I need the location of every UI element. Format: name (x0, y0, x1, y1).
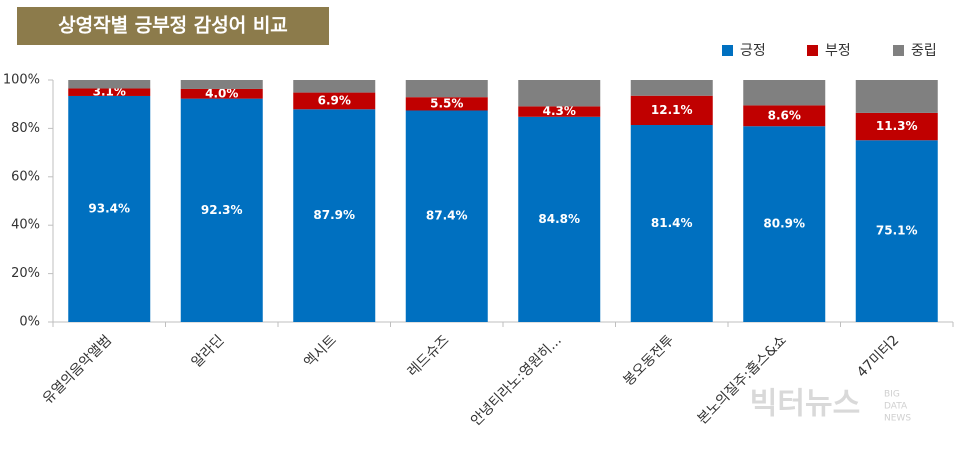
data-label: 6.9% (318, 93, 351, 107)
bar-segment (743, 105, 826, 127)
bar-segment (180, 88, 263, 99)
watermark-sub: DATA (884, 402, 908, 412)
y-tick-label: 80% (11, 121, 40, 136)
data-label: 4.3% (543, 104, 576, 118)
bar-segment (855, 80, 938, 113)
bar-segment (180, 80, 263, 89)
data-label: 75.1% (876, 224, 918, 238)
data-label: 12.1% (651, 103, 693, 117)
legend-label: 긍정 (740, 43, 766, 59)
bar-segment (743, 80, 826, 106)
legend-swatch (807, 45, 818, 56)
bar-segment (518, 116, 601, 322)
y-tick-label: 0% (19, 315, 40, 330)
bar-segment (518, 80, 601, 107)
bar-segment (630, 95, 713, 126)
legend-swatch (722, 45, 733, 56)
x-tick-label: 봉오동전투 (621, 332, 678, 389)
data-label: 92.3% (201, 203, 243, 217)
data-label: 93.4% (88, 201, 130, 215)
legend-swatch (893, 45, 904, 56)
data-label: 4.0% (205, 86, 238, 100)
bar-segment (743, 126, 826, 322)
x-tick-label: 알라딘 (189, 332, 228, 371)
title-box (17, 7, 329, 45)
x-tick-label: 엑시트 (301, 332, 340, 371)
bar-segment (180, 98, 263, 322)
bar-segment (68, 80, 151, 89)
bar-segment (293, 80, 376, 93)
data-label: 11.3% (876, 119, 918, 133)
bar-segment (293, 109, 376, 322)
data-label: 87.4% (426, 209, 468, 223)
bar-segment (405, 110, 488, 322)
y-tick-label: 20% (11, 266, 40, 281)
y-tick-label: 100% (3, 73, 40, 88)
watermark-sub: BIG (884, 390, 900, 400)
bar-segment (630, 80, 713, 96)
x-tick-label: 안녕티라노:영원히... (468, 332, 565, 429)
bar-segment (518, 106, 601, 117)
data-label: 80.9% (763, 217, 805, 231)
bar-segment (405, 80, 488, 98)
data-label: 5.5% (430, 96, 463, 110)
data-label: 84.8% (538, 212, 580, 226)
watermark: 빅터뉴스 (750, 387, 860, 422)
x-tick-label: 유열의음악앨범 (40, 332, 115, 407)
watermark-sub: NEWS (884, 414, 911, 424)
data-label: 81.4% (651, 216, 693, 230)
bar-segment (68, 88, 151, 96)
bar-segment (855, 140, 938, 322)
bar-segment (405, 97, 488, 111)
legend-label: 중립 (911, 43, 937, 59)
chart-title: 상영작별 긍부정 감성어 비교 (58, 15, 288, 37)
data-label: 87.9% (313, 208, 355, 222)
x-tick-label: 47미터2 (854, 332, 902, 380)
legend-label: 부정 (825, 43, 851, 59)
bar-segment (68, 95, 151, 322)
data-label: 8.6% (768, 108, 801, 122)
bar-segment (293, 92, 376, 110)
y-tick-label: 60% (11, 169, 40, 184)
x-tick-label: 레드슈즈 (405, 332, 453, 380)
bar-segment (855, 112, 938, 141)
y-tick-label: 40% (11, 218, 40, 233)
bar-segment (630, 125, 713, 323)
